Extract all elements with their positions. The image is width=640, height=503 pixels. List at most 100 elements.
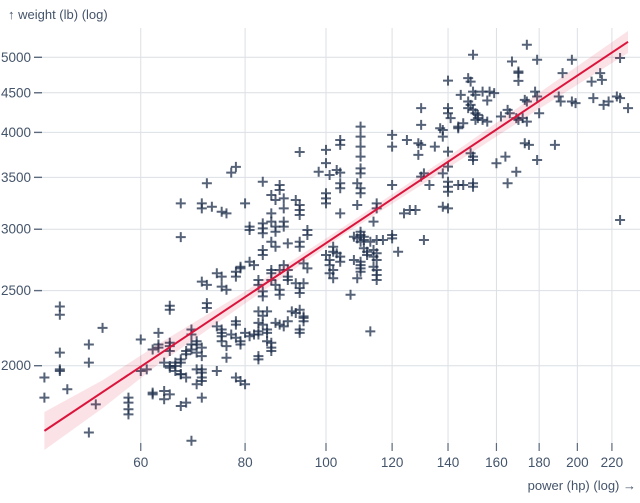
data-point xyxy=(521,116,532,127)
data-point xyxy=(170,365,181,376)
tick-marks xyxy=(34,56,613,451)
data-point xyxy=(472,113,483,124)
data-point xyxy=(196,203,207,214)
data-point xyxy=(181,372,192,383)
data-point xyxy=(235,261,246,272)
data-point xyxy=(175,232,186,243)
data-point xyxy=(362,249,373,260)
data-point xyxy=(566,54,577,65)
data-point xyxy=(437,201,448,212)
data-point xyxy=(266,208,277,219)
data-point xyxy=(321,198,331,209)
data-point xyxy=(159,357,170,368)
data-point xyxy=(511,166,522,177)
data-point xyxy=(399,208,410,219)
data-point xyxy=(298,278,309,289)
data-point xyxy=(257,176,268,187)
data-point xyxy=(54,309,65,320)
x-tick-label: 100 xyxy=(315,455,338,470)
data-point xyxy=(519,94,530,105)
data-point xyxy=(230,161,241,172)
data-point xyxy=(603,96,614,107)
data-point xyxy=(235,339,246,350)
data-point xyxy=(211,365,222,376)
data-point xyxy=(443,75,454,86)
data-point xyxy=(532,91,543,102)
data-point xyxy=(371,254,382,265)
data-point xyxy=(387,180,398,191)
data-point xyxy=(270,195,281,206)
x-tick-label: 200 xyxy=(566,455,589,470)
data-point xyxy=(244,225,255,236)
y-tick-label: 3000 xyxy=(1,222,31,237)
data-point xyxy=(201,279,212,290)
data-point xyxy=(298,312,309,323)
data-point xyxy=(335,183,346,194)
data-point xyxy=(240,379,251,390)
data-point xyxy=(216,336,227,347)
data-point xyxy=(196,342,207,353)
data-point xyxy=(278,221,289,232)
data-point xyxy=(410,205,421,216)
data-point xyxy=(513,67,524,78)
data-point xyxy=(458,180,469,191)
confidence-band xyxy=(44,31,628,450)
data-point xyxy=(123,409,134,420)
data-point xyxy=(387,233,398,244)
data-point xyxy=(418,234,429,245)
data-point xyxy=(83,339,94,350)
data-point xyxy=(253,326,264,337)
data-point xyxy=(443,186,454,197)
data-point xyxy=(196,376,207,387)
data-point xyxy=(282,316,293,327)
data-point xyxy=(216,206,227,217)
data-point xyxy=(153,342,164,353)
data-point xyxy=(257,291,268,302)
data-point xyxy=(355,168,366,179)
data-point xyxy=(352,199,363,210)
data-point xyxy=(355,131,366,142)
data-point xyxy=(500,151,511,162)
data-point xyxy=(294,327,305,338)
data-point xyxy=(482,116,493,127)
data-point xyxy=(523,139,534,150)
data-point xyxy=(186,344,197,355)
data-point xyxy=(437,168,448,179)
data-point xyxy=(206,201,217,212)
data-point xyxy=(477,114,488,125)
data-point xyxy=(54,347,65,358)
data-point xyxy=(368,216,379,227)
data-point xyxy=(83,357,94,368)
data-point xyxy=(555,96,566,107)
data-point xyxy=(54,365,65,376)
data-point xyxy=(387,129,398,140)
data-point xyxy=(595,68,606,79)
data-point xyxy=(553,91,564,102)
data-point xyxy=(355,188,366,199)
data-point xyxy=(216,271,227,282)
data-point xyxy=(429,141,440,152)
data-point xyxy=(230,319,241,330)
data-point xyxy=(468,49,479,60)
data-point xyxy=(348,254,359,265)
data-point xyxy=(321,144,331,155)
data-point xyxy=(335,208,346,219)
data-point xyxy=(355,121,366,132)
data-point xyxy=(532,155,543,166)
data-point xyxy=(335,256,346,267)
data-point xyxy=(266,346,277,357)
confidence-band-area xyxy=(44,31,628,450)
data-point xyxy=(416,103,427,114)
data-point xyxy=(615,52,626,63)
y-tick-label: 4500 xyxy=(1,85,31,100)
data-point xyxy=(147,344,158,355)
y-tick-label: 2500 xyxy=(1,283,31,298)
data-point xyxy=(416,139,427,150)
data-point xyxy=(294,210,305,221)
data-point xyxy=(302,263,313,274)
data-point xyxy=(365,326,376,337)
data-point xyxy=(294,146,305,157)
data-point xyxy=(240,198,251,209)
data-point xyxy=(221,208,232,219)
data-point xyxy=(598,99,609,110)
